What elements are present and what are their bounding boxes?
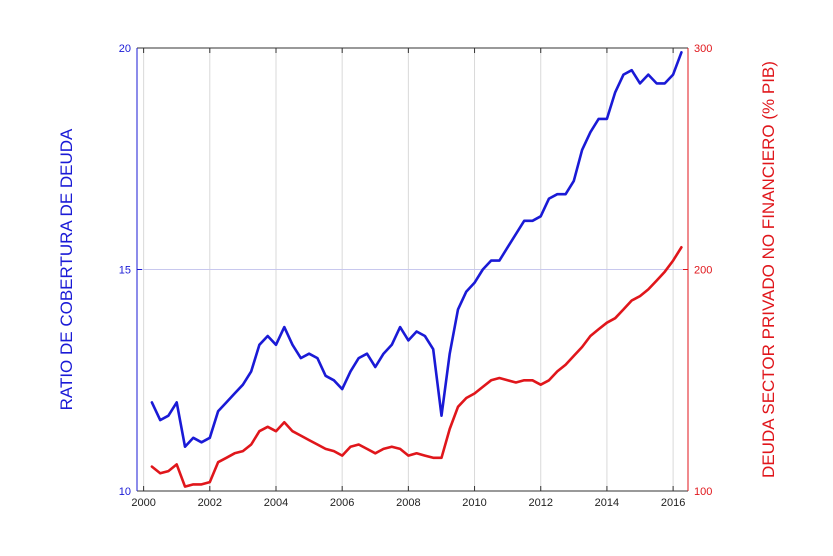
tick-labels: 2000 2002 2004 2006 2008 2010 2012 2014 2016 10 15… — [119, 43, 713, 509]
y-tick-label: 15 — [119, 265, 131, 277]
y-tick-label: 20 — [119, 43, 131, 55]
y-axis-label: RATIO DE COBERTURA DE DEUDA — [57, 128, 76, 410]
y2-tick-label: 300 — [694, 43, 712, 55]
x-tick-label: 2012 — [528, 497, 552, 509]
series-layer — [150, 51, 683, 488]
coverage-ratio-line-series — [150, 51, 683, 449]
axes — [136, 47, 689, 492]
x-tick-label: 2008 — [396, 497, 420, 509]
y2-tick-label: 100 — [694, 486, 712, 498]
y2-tick-label: 200 — [694, 265, 712, 277]
x-tick-label: 2002 — [198, 497, 222, 509]
x-tick-label: 2000 — [131, 497, 155, 509]
x-tick-label: 2010 — [462, 497, 486, 509]
x-tick-label: 2016 — [661, 497, 685, 509]
y-tick-label: 10 — [119, 486, 131, 498]
debt-line-series — [150, 246, 683, 488]
x-tick-label: 2004 — [264, 497, 288, 509]
x-tick-label: 2014 — [595, 497, 619, 509]
x-tick-label: 2006 — [330, 497, 354, 509]
y2-axis-label: DEUDA SECTOR PRIVADO NO FINANCIERO (% PI… — [759, 61, 778, 478]
